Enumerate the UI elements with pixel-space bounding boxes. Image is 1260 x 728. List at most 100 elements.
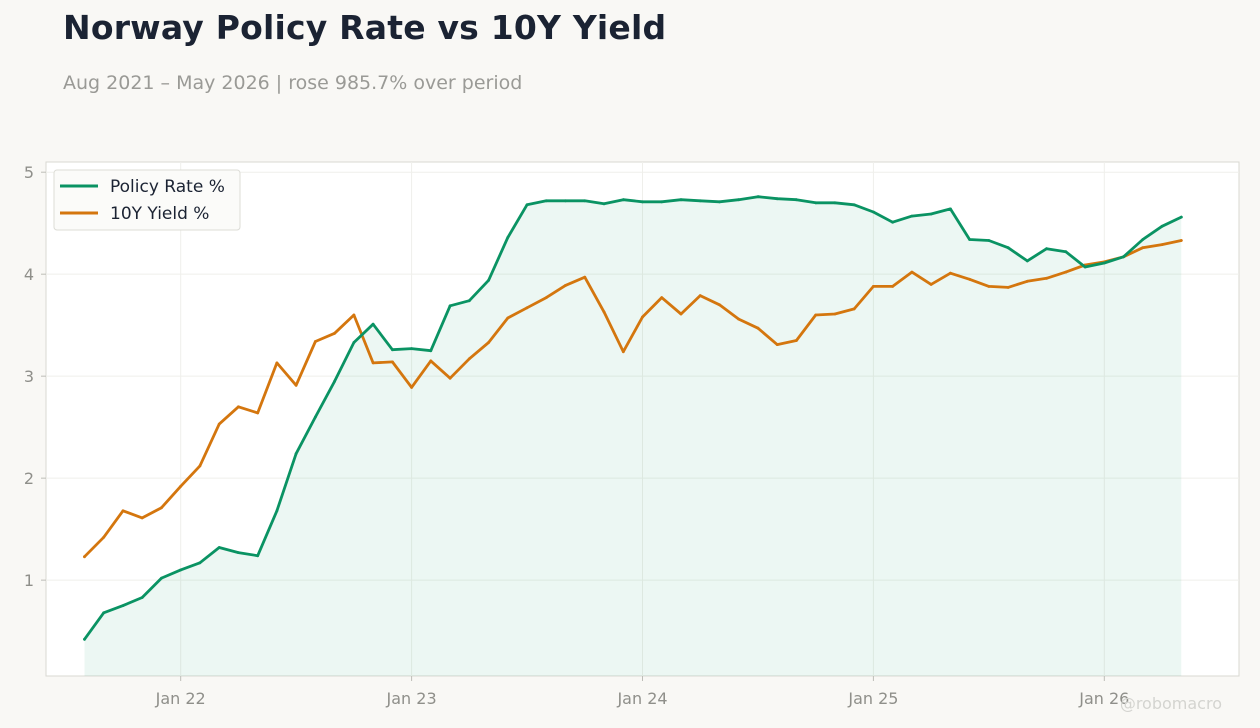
data-point [140, 516, 144, 520]
series-layer [83, 195, 1183, 676]
data-point [1045, 276, 1048, 280]
data-point [718, 303, 721, 307]
data-point [583, 199, 587, 203]
data-point [602, 202, 606, 206]
data-point [179, 568, 183, 572]
data-point [352, 341, 356, 344]
data-point [583, 275, 587, 279]
data-point [1141, 238, 1145, 241]
data-point [102, 611, 106, 615]
data-point [506, 236, 510, 239]
data-point [1025, 259, 1029, 263]
data-point [237, 551, 240, 554]
y-tick-label: 4 [24, 265, 34, 284]
data-point [121, 604, 125, 607]
data-point [467, 357, 471, 361]
data-point [698, 199, 702, 203]
data-point [737, 198, 741, 202]
data-point [756, 326, 760, 330]
data-point [429, 359, 433, 363]
data-point [544, 296, 548, 299]
series-line-0 [83, 195, 1183, 641]
data-point [1025, 279, 1029, 283]
data-point [756, 195, 760, 199]
data-point [294, 383, 298, 387]
data-point [198, 561, 202, 565]
data-point [679, 312, 683, 316]
data-point [237, 405, 240, 409]
data-point [833, 312, 837, 316]
data-point [795, 198, 798, 202]
chart-subtitle: Aug 2021 – May 2026 | rose 985.7% over p… [63, 72, 523, 94]
data-point [467, 299, 471, 303]
data-point [102, 535, 106, 539]
data-point [410, 386, 413, 389]
data-point [660, 200, 664, 204]
x-tick-label: Jan 23 [386, 689, 437, 708]
data-point [179, 484, 183, 488]
data-point [487, 278, 490, 282]
chart-title: Norway Policy Rate vs 10Y Yield [63, 8, 667, 47]
data-point [910, 214, 914, 218]
data-point [371, 361, 375, 365]
data-point [891, 220, 894, 224]
data-point [833, 201, 837, 205]
data-point [929, 283, 933, 286]
data-point [968, 277, 971, 281]
data-point [1160, 224, 1164, 228]
data-point [198, 464, 202, 468]
legend: Policy Rate % 10Y Yield % [53, 169, 241, 231]
data-point [987, 239, 991, 242]
data-point [1064, 270, 1068, 274]
data-point [506, 316, 510, 320]
series-area-0 [84, 196, 1182, 676]
data-point [544, 199, 548, 203]
data-point [795, 339, 798, 342]
data-point [1102, 261, 1106, 265]
data-point [1179, 239, 1183, 242]
data-point [1006, 286, 1010, 289]
legend-label-10y-yield: 10Y Yield % [110, 204, 209, 224]
data-point [1083, 265, 1087, 269]
x-tick-label: Jan 26 [1078, 689, 1129, 708]
data-point [775, 197, 779, 201]
data-point [314, 415, 317, 419]
grid [41, 162, 1239, 681]
data-point [1179, 215, 1183, 219]
data-point [621, 198, 625, 202]
y-tick-label: 1 [24, 571, 34, 590]
y-tick-label: 2 [24, 469, 34, 488]
data-point [217, 422, 221, 426]
data-point [660, 296, 664, 299]
data-point [621, 350, 625, 354]
data-point [910, 270, 914, 274]
data-point [564, 284, 567, 287]
data-point [679, 198, 683, 202]
data-point [698, 294, 702, 297]
data-point [525, 203, 529, 207]
data-point [314, 340, 317, 343]
data-point [987, 285, 991, 288]
data-point [391, 360, 394, 364]
data-point [814, 313, 818, 317]
data-point [83, 637, 86, 641]
data-point [1064, 250, 1068, 254]
y-tick-label: 3 [24, 367, 34, 386]
data-point [275, 361, 279, 365]
data-point [718, 200, 721, 204]
data-point [256, 554, 260, 558]
x-tick-label: Jan 25 [847, 689, 898, 708]
data-point [333, 331, 336, 335]
axis-labels: 1 2 3 4 5 Jan 22 Jan 23 Jan 24 Jan 25 Jan 26 [24, 163, 1130, 708]
data-point [564, 199, 567, 203]
x-tick-label: Jan 24 [616, 689, 667, 708]
series-line-1 [83, 239, 1183, 559]
data-point [949, 271, 952, 275]
data-point [1160, 243, 1164, 247]
data-point [121, 509, 125, 513]
watermark: @robomacro [1119, 694, 1222, 713]
data-point [391, 348, 394, 352]
data-point [429, 349, 433, 353]
data-point [160, 506, 163, 510]
data-point [852, 307, 856, 311]
